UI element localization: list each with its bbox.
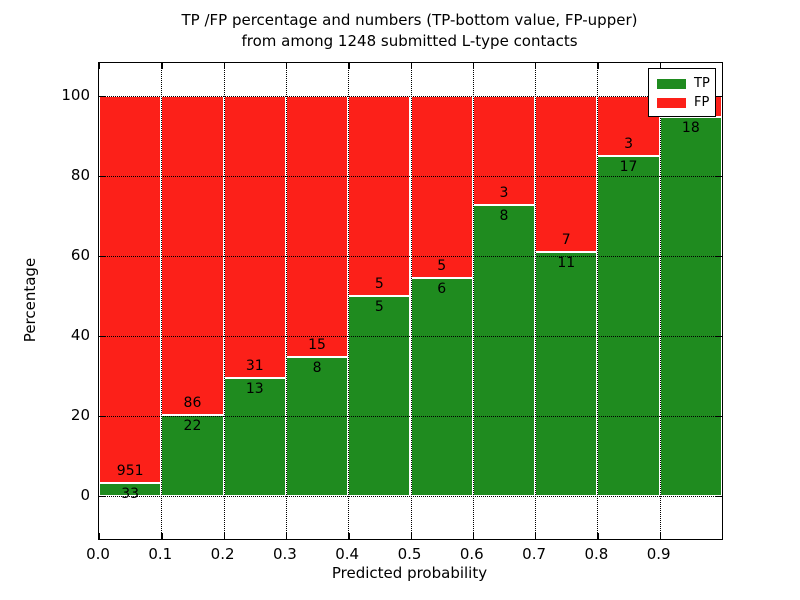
chart-title-line2: from among 1248 submitted L-type contact… bbox=[241, 32, 578, 50]
y-tick-mark bbox=[716, 496, 722, 498]
x-tick-mark bbox=[659, 533, 662, 539]
bar-tp-segment bbox=[161, 414, 224, 496]
x-tick-mark bbox=[410, 63, 412, 69]
grid-line-vertical bbox=[472, 63, 474, 539]
y-tick-mark bbox=[716, 416, 722, 418]
grid-line-vertical bbox=[348, 63, 350, 539]
bar-tp-segment bbox=[410, 277, 473, 496]
x-tick-label: 0.1 bbox=[148, 545, 173, 563]
bar-tp-segment bbox=[597, 156, 660, 496]
grid-line-vertical bbox=[161, 63, 163, 539]
y-tick-label: 100 bbox=[61, 86, 90, 104]
bar-tp-segment bbox=[285, 356, 349, 496]
x-tick-mark bbox=[99, 63, 101, 69]
bar-tp-segment bbox=[472, 205, 536, 496]
bar-fp-segment bbox=[99, 96, 162, 483]
y-tick-label: 80 bbox=[70, 166, 90, 184]
x-tick-label: 0.8 bbox=[584, 545, 609, 563]
x-tick-label: 0.0 bbox=[86, 545, 110, 563]
bar-fp-segment bbox=[285, 96, 349, 357]
x-tick-mark bbox=[285, 63, 288, 69]
legend: TP FP bbox=[648, 68, 716, 117]
bar-tp-segment bbox=[99, 482, 162, 496]
bar-tp-segment bbox=[535, 251, 598, 496]
grid-line-vertical bbox=[597, 63, 599, 539]
x-tick-mark bbox=[161, 63, 163, 69]
legend-label-tp: TP bbox=[694, 75, 710, 91]
x-tick-mark bbox=[597, 63, 599, 69]
grid-line-vertical bbox=[659, 63, 661, 539]
x-tick-label: 0.4 bbox=[335, 545, 360, 563]
x-tick-mark bbox=[472, 63, 475, 69]
plot-area: TP FP 9513386223113158555638711317118 bbox=[98, 62, 723, 540]
x-tick-mark bbox=[535, 63, 537, 69]
x-tick-label: 0.7 bbox=[522, 545, 547, 563]
x-tick-mark bbox=[597, 533, 599, 539]
y-tick-label: 20 bbox=[70, 406, 90, 424]
y-tick-mark bbox=[99, 416, 105, 418]
bar-fp-segment bbox=[410, 96, 473, 278]
x-tick-mark bbox=[285, 533, 288, 539]
x-tick-label: 0.2 bbox=[210, 545, 235, 563]
y-tick-label: 60 bbox=[70, 246, 90, 264]
x-tick-label: 0.6 bbox=[459, 545, 484, 563]
legend-item-tp: TP bbox=[657, 74, 710, 93]
x-tick-mark bbox=[472, 533, 475, 539]
y-tick-mark bbox=[99, 256, 105, 258]
x-tick-mark bbox=[659, 63, 662, 69]
bar-fp-segment bbox=[472, 96, 536, 206]
x-tick-mark bbox=[348, 533, 350, 539]
x-tick-mark bbox=[161, 533, 163, 539]
bar-fp-segment bbox=[223, 96, 286, 378]
y-tick-mark bbox=[716, 336, 722, 338]
chart-title: TP /FP percentage and numbers (TP-bottom… bbox=[98, 10, 721, 52]
y-tick-mark bbox=[99, 496, 105, 498]
y-tick-mark bbox=[716, 176, 722, 178]
y-tick-mark bbox=[99, 336, 105, 338]
y-tick-mark bbox=[716, 96, 722, 98]
x-tick-mark bbox=[535, 533, 537, 539]
legend-swatch-fp bbox=[657, 97, 686, 108]
grid-line-vertical bbox=[535, 63, 537, 539]
bar-tp-segment bbox=[223, 377, 286, 496]
x-tick-mark bbox=[99, 533, 101, 539]
legend-item-fp: FP bbox=[657, 93, 710, 112]
grid-line-vertical bbox=[410, 63, 412, 539]
y-tick-mark bbox=[716, 256, 722, 258]
x-tick-mark bbox=[223, 533, 225, 539]
grid-line-vertical bbox=[285, 63, 287, 539]
bar-tp-segment bbox=[659, 117, 722, 496]
bar-tp-segment bbox=[348, 296, 411, 496]
x-tick-label: 0.5 bbox=[397, 545, 422, 563]
x-tick-mark bbox=[348, 63, 350, 69]
y-axis-label: Percentage bbox=[21, 257, 39, 343]
y-tick-mark bbox=[99, 96, 105, 98]
x-tick-mark bbox=[410, 533, 412, 539]
chart-title-line1: TP /FP percentage and numbers (TP-bottom… bbox=[181, 11, 638, 29]
y-tick-label: 0 bbox=[80, 486, 90, 504]
y-tick-label: 40 bbox=[70, 326, 90, 344]
y-tick-mark bbox=[99, 176, 105, 178]
x-tick-label: 0.9 bbox=[646, 545, 671, 563]
bar-fp-segment bbox=[161, 96, 224, 415]
grid-line-vertical bbox=[223, 63, 225, 539]
x-axis-label: Predicted probability bbox=[331, 564, 488, 582]
x-tick-label: 0.3 bbox=[272, 545, 297, 563]
bar-fp-segment bbox=[348, 96, 411, 296]
bar-fp-segment bbox=[535, 96, 598, 252]
x-tick-mark bbox=[223, 63, 225, 69]
legend-label-fp: FP bbox=[694, 94, 710, 110]
legend-swatch-tp bbox=[657, 78, 686, 89]
